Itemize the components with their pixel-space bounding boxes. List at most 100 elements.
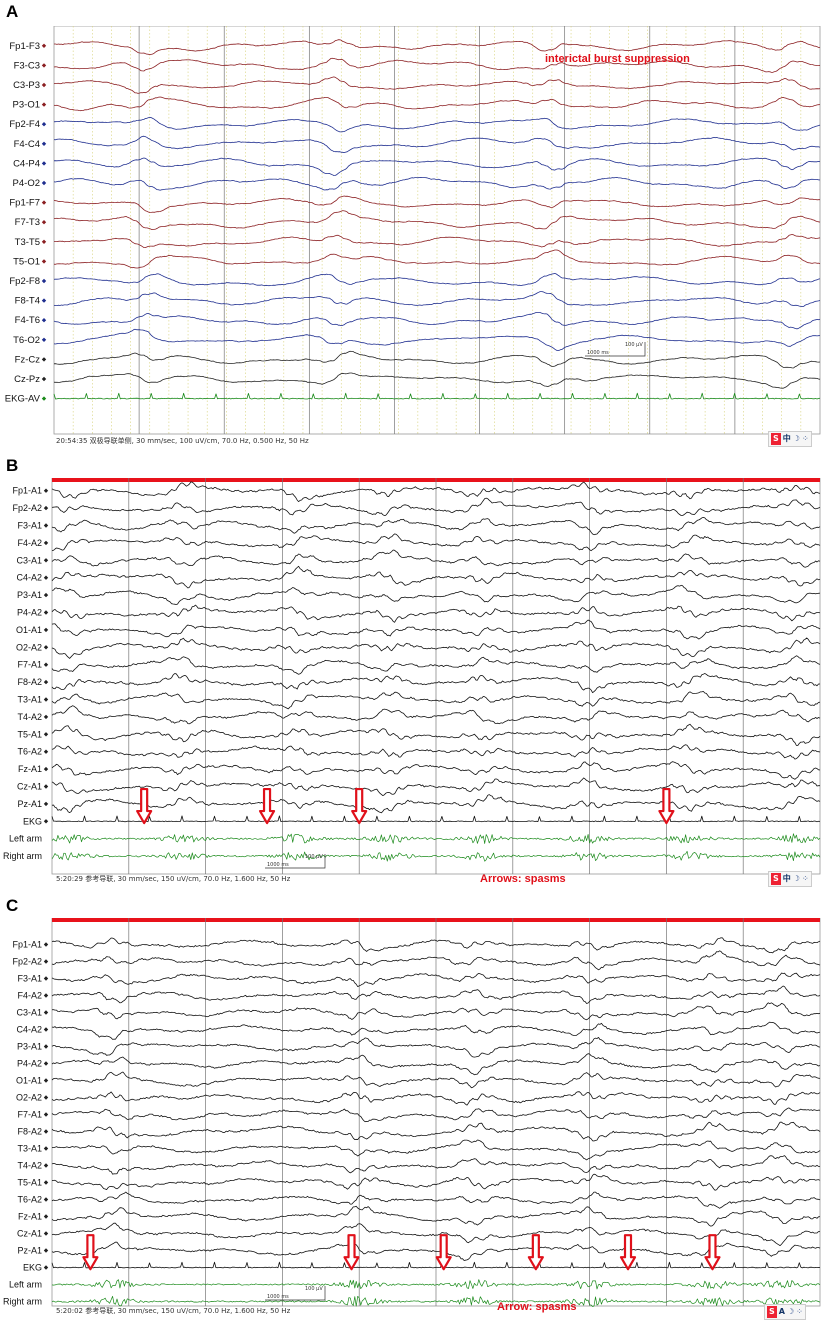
channel-label: C3-P3 <box>13 80 40 91</box>
trace-t3-a1 <box>51 1139 821 1161</box>
spasm-arrow <box>435 1234 452 1271</box>
channel-marker-icon <box>43 1248 49 1253</box>
trace-t4-a2 <box>51 1155 820 1175</box>
channel-label: Fp1-F3 <box>9 41 40 52</box>
channel-marker-icon <box>41 337 47 342</box>
channel-label: T6-A2 <box>17 1195 42 1205</box>
channel-marker-icon <box>43 662 49 667</box>
ime-toolbar-b[interactable]: S 中 ☽ ⁘ <box>768 871 812 887</box>
input-mode-icon: A <box>778 1307 785 1316</box>
eeg-trace-svg-b: Fp1-A1 Fp2-A2 F3-A1 F4-A2 C3-A1 C4-A2 P3-A1 P4-… <box>3 478 821 885</box>
channel-label: Cz-Pz <box>14 374 40 385</box>
channel-marker-icon <box>41 102 47 107</box>
channel-marker-icon <box>43 959 49 964</box>
sogou-logo-icon: S <box>767 1306 777 1318</box>
panel-letter-a: A <box>6 2 19 21</box>
channel-marker-icon <box>43 749 49 754</box>
trace-ekg <box>51 1261 821 1269</box>
channel-marker-icon <box>43 627 49 633</box>
channel-marker-icon <box>43 819 49 824</box>
moon-icon: ☽ <box>792 434 800 443</box>
trace-cz-pz <box>53 372 821 389</box>
trace-fz-a1 <box>51 761 821 780</box>
channel-marker-icon <box>41 259 47 264</box>
spasm-arrow <box>258 787 276 825</box>
settings-dots-icon: ⁘ <box>796 1307 803 1316</box>
trace-c3-a1 <box>51 1002 821 1021</box>
channel-marker-icon <box>43 645 49 650</box>
channel-label: T5-A1 <box>17 729 42 739</box>
channel-label: C4-P4 <box>13 158 40 169</box>
channel-label: F4-T6 <box>15 315 40 326</box>
trace-f4-c4 <box>53 135 821 153</box>
sogou-logo-icon: S <box>771 873 781 885</box>
trace-o1-a1 <box>51 1071 821 1089</box>
trace-left-arm <box>51 1279 821 1290</box>
trace-c4-p4 <box>53 157 821 176</box>
moon-icon: ☽ <box>786 1307 795 1316</box>
channel-label: O1-A1 <box>16 1076 42 1086</box>
channel-label: C3-A1 <box>16 555 42 565</box>
channel-marker-icon <box>43 1180 49 1185</box>
trace-p3-a1 <box>51 1037 821 1058</box>
scale-time-label: 1000 ms <box>267 1294 289 1300</box>
channel-marker-icon <box>43 714 49 720</box>
trace-p4-a2 <box>51 604 821 623</box>
channel-marker-icon <box>43 993 49 998</box>
channel-marker-icon <box>41 396 47 401</box>
channel-marker-icon <box>43 942 49 947</box>
channel-label: O2-A2 <box>16 1093 42 1103</box>
channel-marker-icon <box>43 766 49 772</box>
trace-f8-a2 <box>51 1121 821 1142</box>
channel-label: T4-A2 <box>17 712 42 722</box>
channel-marker-icon <box>43 558 49 563</box>
channel-marker-icon <box>41 122 47 127</box>
channel-label: O2-A2 <box>16 642 42 652</box>
channel-marker-icon <box>43 1197 49 1202</box>
moon-icon: ☽ <box>792 874 800 883</box>
channel-marker-icon <box>43 976 49 981</box>
eeg-trace-svg-a: Fp1-F3 F3-C3 C3-P3 P3-O1 Fp2-F4 F4-C4 C4-P4 P4-… <box>5 26 821 435</box>
settings-dots-icon: ⁘ <box>801 874 809 883</box>
channel-label: C3-A1 <box>16 1008 42 1018</box>
channel-marker-icon <box>43 784 49 789</box>
trace-c3-a1 <box>51 549 821 568</box>
channel-label: T3-A1 <box>17 695 42 705</box>
channel-label: F7-T3 <box>15 217 40 228</box>
channel-label: EKG <box>23 816 42 826</box>
trace-pz-a1 <box>51 1241 821 1261</box>
channel-marker-icon <box>43 1078 49 1083</box>
channel-marker-icon <box>41 220 47 225</box>
trace-f4-a2 <box>51 985 821 1004</box>
channel-marker-icon <box>41 141 47 146</box>
channel-marker-icon <box>43 540 49 546</box>
channel-label: P4-A2 <box>17 608 42 618</box>
scale-time-label: 1000 ms <box>267 862 289 868</box>
trace-cz-a1 <box>51 777 820 797</box>
channel-marker-icon <box>41 298 47 303</box>
ime-toolbar-c[interactable]: S A ☽ ⁘ <box>764 1304 806 1320</box>
channel-marker-icon <box>43 1146 49 1151</box>
ime-toolbar-a[interactable]: S 中 ☽ ⁘ <box>768 431 812 447</box>
channel-marker-icon <box>43 1061 49 1066</box>
channel-label: F4-C4 <box>14 139 40 150</box>
channel-label: Pz-A1 <box>17 1246 42 1256</box>
spasm-arrow <box>619 1234 637 1271</box>
channel-label: P3-A1 <box>17 1042 42 1052</box>
channel-label: Fp1-A1 <box>12 940 42 950</box>
channel-label: T6-O2 <box>13 335 40 346</box>
trace-c4-a2 <box>51 1021 821 1040</box>
channel-marker-icon <box>43 592 49 598</box>
channel-label: F3-A1 <box>17 521 42 531</box>
eeg-panel-b: Fp1-A1 Fp2-A2 F3-A1 F4-A2 C3-A1 C4-A2 P3-A1 P4-… <box>0 478 824 890</box>
trace-f7-a1 <box>51 1107 821 1123</box>
trace-fp2-a2 <box>51 497 821 516</box>
channel-label: EKG-AV <box>5 394 41 405</box>
channel-label: F7-A1 <box>17 1110 42 1120</box>
spasm-arrow <box>658 787 675 825</box>
channel-marker-icon <box>43 610 49 615</box>
spasm-arrow <box>136 787 153 825</box>
spasm-arrow <box>704 1234 721 1271</box>
scale-amp-label: 100 µV <box>305 854 323 860</box>
trace-right-arm <box>51 1295 821 1307</box>
